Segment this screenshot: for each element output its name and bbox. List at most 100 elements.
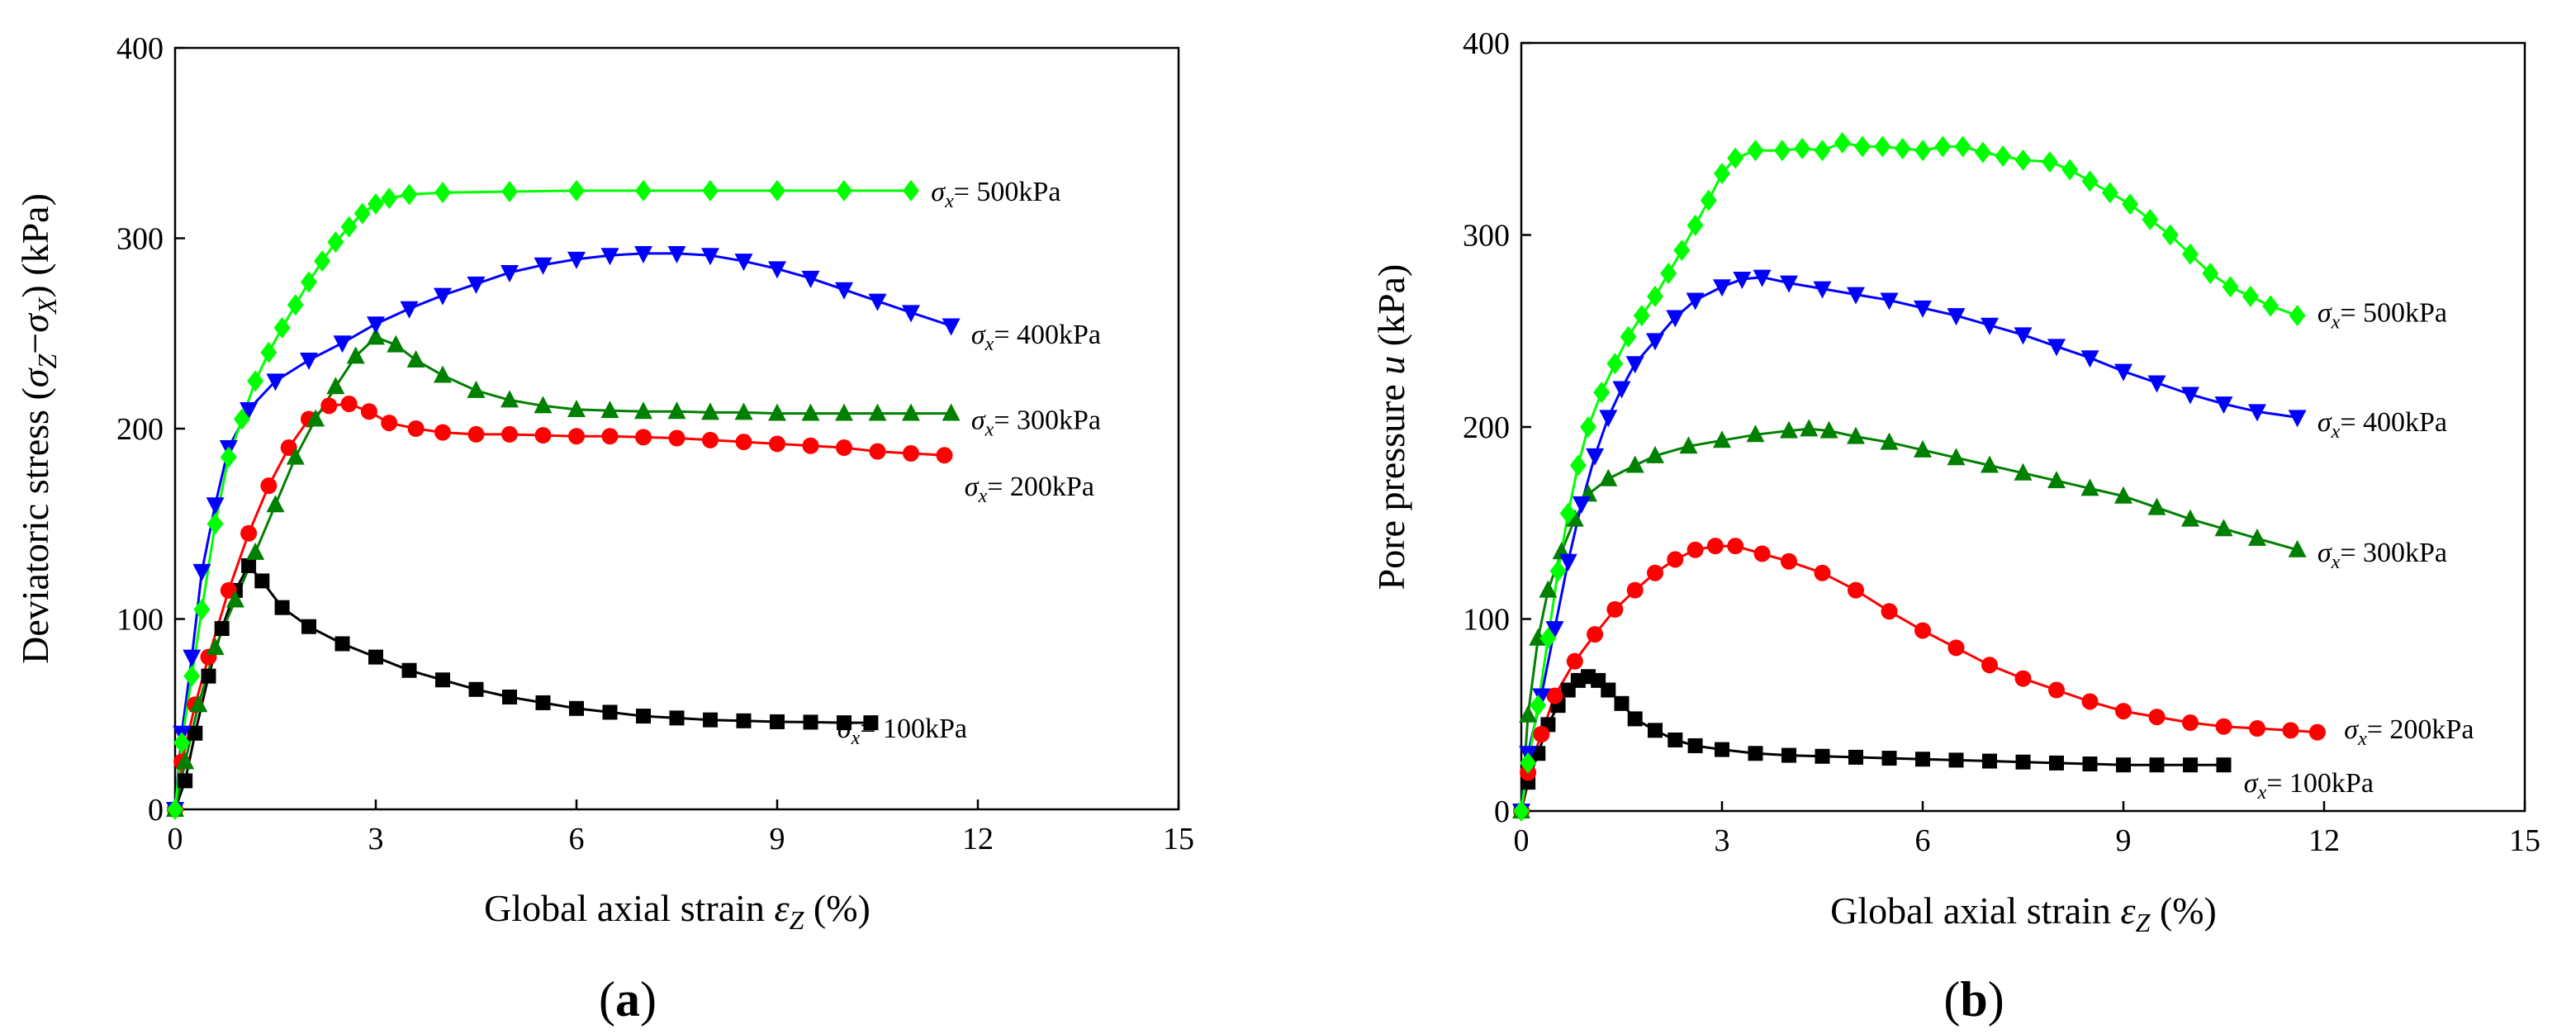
panel-a-marker-500kPa bbox=[568, 179, 585, 202]
panel-a-marker-100kPa bbox=[241, 557, 257, 573]
panel-b-marker-200kPa bbox=[1533, 726, 1550, 742]
panel-a-marker-100kPa bbox=[569, 700, 584, 716]
panel-a-marker-100kPa bbox=[178, 773, 193, 789]
panel-b-marker-200kPa bbox=[2115, 703, 2132, 720]
panel-a-line-500kPa bbox=[173, 189, 911, 810]
panel-a-marker-300kPa bbox=[206, 638, 225, 656]
panel-b-marker-100kPa bbox=[1601, 682, 1616, 698]
panel-a-marker-300kPa bbox=[634, 401, 652, 420]
panel-b-marker-100kPa bbox=[1748, 746, 1763, 761]
panel-a-marker-500kPa bbox=[247, 370, 264, 392]
panel-b-marker-500kPa bbox=[2014, 149, 2032, 171]
panel-a-x-tick-label: 3 bbox=[368, 822, 384, 856]
panel-b-marker-200kPa bbox=[1914, 622, 1931, 639]
panel-a-marker-200kPa bbox=[280, 439, 297, 457]
panel-b-marker-500kPa bbox=[1520, 752, 1537, 774]
panel-b-y-axis-title: Pore pressure u (kPa) bbox=[1370, 264, 1412, 591]
panel-b-marker-400kPa bbox=[1545, 621, 1564, 639]
panel-a-marker-200kPa bbox=[668, 429, 686, 447]
panel-b-marker-200kPa bbox=[2014, 670, 2032, 687]
panel-b-marker-300kPa bbox=[1819, 420, 1838, 439]
panel-a-marker-500kPa bbox=[353, 202, 371, 225]
panel-b-marker-400kPa bbox=[1686, 292, 1705, 311]
panel-b-marker-200kPa bbox=[1606, 600, 1624, 618]
panel-a-marker-300kPa bbox=[567, 399, 586, 417]
panel-b-marker-500kPa bbox=[1660, 263, 1677, 284]
panel-a-marker-100kPa bbox=[502, 690, 517, 705]
panel-a-marker-400kPa bbox=[942, 318, 961, 336]
panel-a-marker-100kPa bbox=[435, 672, 450, 688]
panel-b-marker-500kPa bbox=[1559, 502, 1577, 524]
panel-a-marker-200kPa bbox=[501, 425, 518, 443]
panel-b-y-tick-label: 100 bbox=[1463, 603, 1510, 638]
panel-a-marker-300kPa bbox=[406, 350, 425, 368]
panel-b-marker-500kPa bbox=[1894, 137, 1911, 159]
panel-b-marker-400kPa bbox=[1981, 317, 1999, 335]
panel-b-marker-400kPa bbox=[1599, 410, 1618, 428]
panel-b-marker-400kPa bbox=[2248, 404, 2266, 422]
panel-b-series-label-100kPa: σx= 100kPa bbox=[2244, 768, 2374, 804]
panel-b-marker-400kPa bbox=[1713, 279, 1731, 297]
panel-b-marker-100kPa bbox=[1614, 695, 1630, 711]
panel-b-marker-400kPa bbox=[1646, 333, 1664, 351]
panel-b-marker-300kPa bbox=[1565, 509, 1584, 527]
panel-a-marker-400kPa bbox=[367, 316, 385, 334]
panel-b-marker-100kPa bbox=[2183, 757, 2198, 773]
panel-b-marker-300kPa bbox=[1625, 455, 1644, 473]
panel-b-marker-100kPa bbox=[1815, 748, 1830, 764]
panel-a-marker-300kPa bbox=[701, 402, 719, 420]
panel-b-marker-500kPa bbox=[2222, 276, 2239, 298]
panel-a-marker-300kPa bbox=[306, 409, 325, 427]
panel-b-marker-400kPa bbox=[1612, 381, 1631, 399]
panel-a-marker-300kPa bbox=[286, 447, 305, 465]
panel-a-marker-100kPa bbox=[201, 668, 216, 684]
panel-a-marker-400kPa bbox=[467, 276, 486, 294]
panel-a-marker-400kPa bbox=[192, 563, 211, 581]
panel-a-marker-100kPa bbox=[770, 714, 785, 729]
panel-a-x-tick-label: 12 bbox=[962, 822, 994, 856]
panel-b-marker-100kPa bbox=[1948, 752, 1964, 768]
panel-b-marker-200kPa bbox=[2282, 722, 2299, 739]
panel-a-series-labels: σx= 100kPa σx= 200kPa σx= 300kPa σx= 400kPa… bbox=[837, 177, 1101, 749]
panel-a-marker-100kPa bbox=[301, 619, 316, 634]
panel-a-series-label-400kPa: σx= 400kPa bbox=[971, 320, 1101, 355]
panel-a-y-tick-label: 100 bbox=[116, 603, 164, 638]
panel-b-marker-400kPa bbox=[2114, 363, 2132, 382]
panel-b-marker-100kPa bbox=[2049, 755, 2064, 771]
panel-a-marker-300kPa bbox=[500, 390, 519, 408]
panel-a-marker-300kPa bbox=[176, 752, 195, 770]
panel-b-marker-100kPa bbox=[1915, 752, 1930, 767]
panel-b-marker-100kPa bbox=[2082, 757, 2098, 772]
panel-b-marker-400kPa bbox=[2147, 375, 2166, 393]
panel-b-x-tick-label: 0 bbox=[1514, 823, 1530, 858]
panel-b-marker-400kPa bbox=[1780, 275, 1798, 293]
panel-a-marker-100kPa bbox=[703, 712, 718, 728]
panel-b-marker-300kPa bbox=[2214, 519, 2233, 537]
panel-a-marker-300kPa bbox=[266, 495, 285, 513]
panel-a-marker-200kPa bbox=[467, 425, 485, 443]
panel-b-marker-100kPa bbox=[1627, 711, 1643, 727]
panel-a-marker-300kPa bbox=[902, 403, 920, 421]
panel-a-y-axis-title: Deviatoric stress (σZ−σX) (kPa) bbox=[14, 193, 62, 664]
panel-a-line-200kPa bbox=[173, 402, 945, 810]
panel-b-ticks: 0 3 6 9 12 15 0 100 200 300 400 bbox=[1463, 26, 2540, 858]
panel-b-marker-300kPa bbox=[2147, 497, 2166, 515]
panel-b-marker-500kPa bbox=[1593, 382, 1611, 404]
panel-a-marker-500kPa bbox=[434, 182, 451, 204]
panel-a-line-300kPa bbox=[173, 335, 951, 810]
panel-b-marker-300kPa bbox=[2181, 509, 2199, 527]
panel-a-marker-100kPa bbox=[401, 662, 417, 678]
panel-a-ticks: 0 3 6 9 12 15 0 100 200 300 400 bbox=[116, 31, 1194, 856]
panel-a-marker-100kPa bbox=[468, 681, 484, 697]
panel-b-marker-300kPa bbox=[2080, 478, 2099, 496]
panel-a-series-label-200kPa: σx= 200kPa bbox=[965, 472, 1094, 507]
panel-b-marker-400kPa bbox=[1625, 356, 1644, 374]
panel-a-marker-100kPa bbox=[368, 649, 383, 665]
panel-a-marker-400kPa bbox=[634, 245, 652, 263]
panel-a-marker-300kPa bbox=[600, 401, 619, 419]
panel-b-marker-200kPa bbox=[1881, 603, 1898, 620]
panel-b-marker-500kPa bbox=[1974, 141, 1991, 164]
panel-a-marker-200kPa bbox=[220, 581, 237, 599]
panel-b-marker-400kPa bbox=[1847, 287, 1865, 305]
panel-b-marker-300kPa bbox=[2114, 486, 2132, 504]
